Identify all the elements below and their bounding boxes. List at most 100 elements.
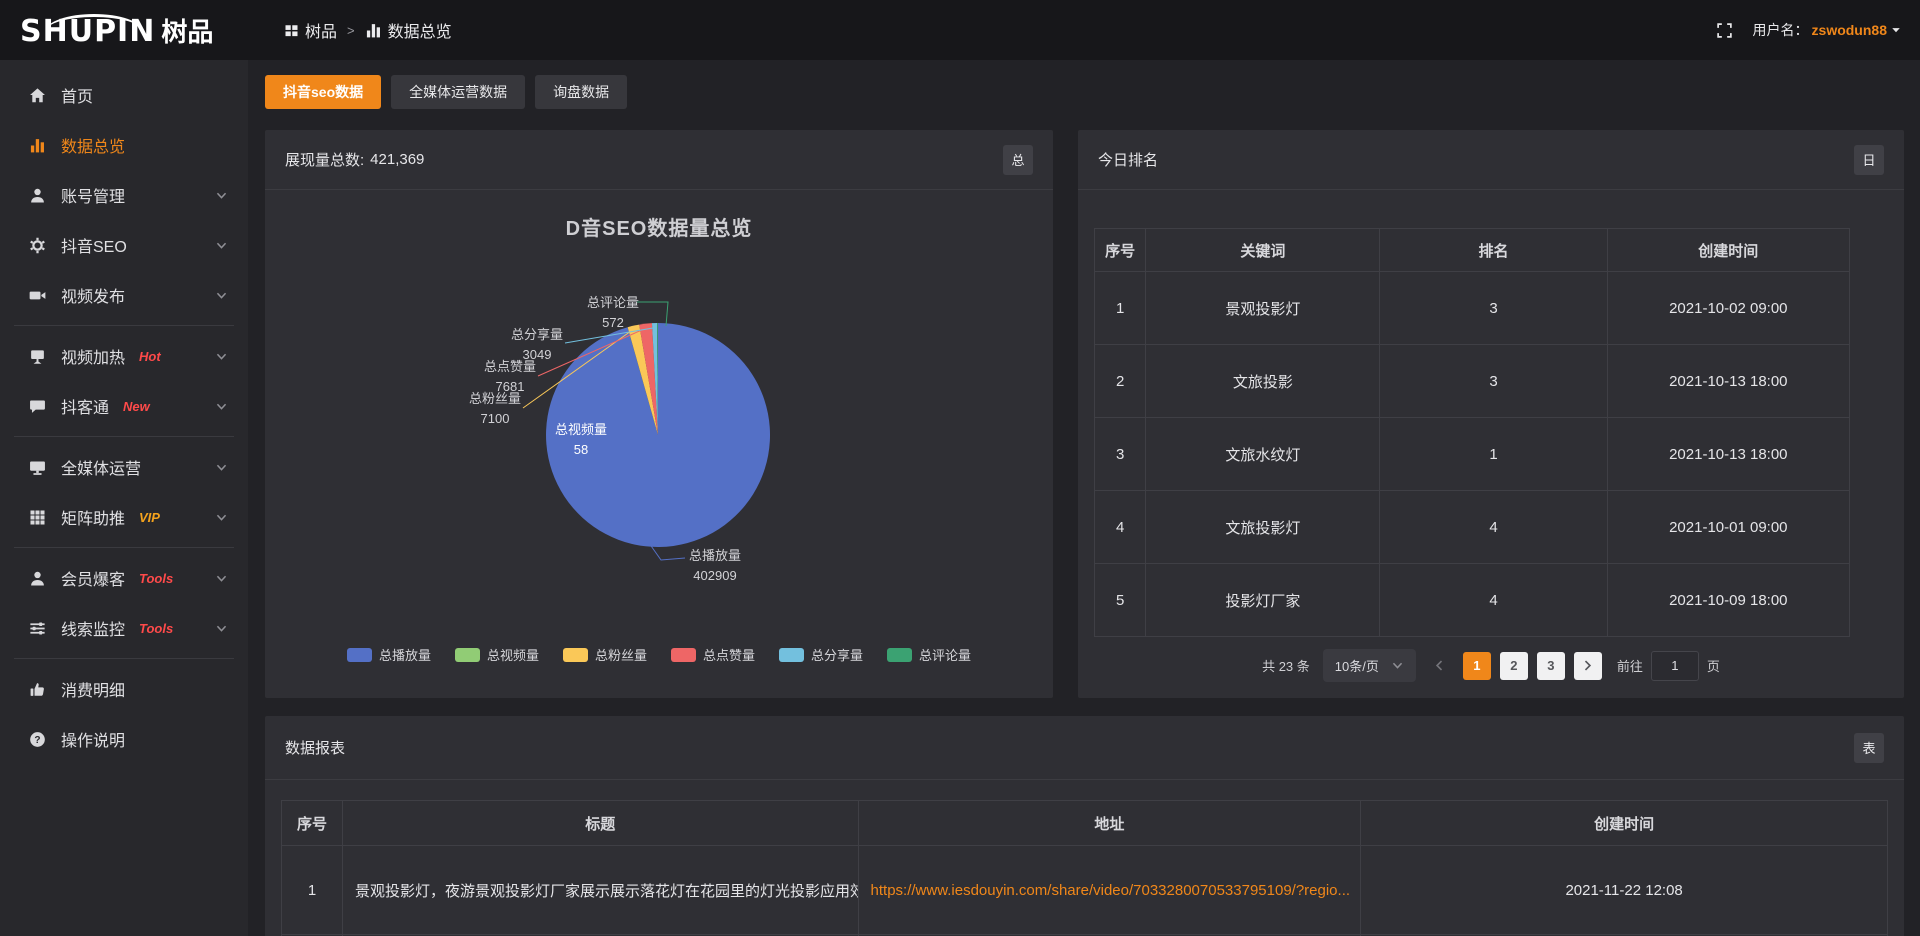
goto-page-input[interactable] <box>1650 650 1699 681</box>
breadcrumb-item-home[interactable]: 树品 <box>284 18 337 42</box>
pie-label-line <box>637 301 669 327</box>
legend-label: 总评论量 <box>919 648 972 663</box>
sidebar-item-badge: New <box>123 398 150 414</box>
sidebar-item-label: 消费明细 <box>61 683 126 700</box>
tab-media-operation-data[interactable]: 全媒体运营数据 <box>391 75 526 109</box>
ranking-table: 序号 关键词 排名 创建时间 1 景观投影灯 3 2021-10-02 09:00 2 文旅投影 3… <box>1093 228 1851 637</box>
legend-item-总视频量[interactable]: 总视频量 <box>454 645 539 664</box>
page-button-2[interactable]: 2 <box>1499 651 1528 680</box>
sidebar-item-clue-monitor[interactable]: 线索监控 Tools <box>0 603 248 653</box>
day-badge-button[interactable]: 日 <box>1854 144 1884 175</box>
question-icon: ? <box>28 730 46 748</box>
pie-label-value: 7100 <box>481 411 510 426</box>
pagination: 共 23 条 10条/页 123 前往 页 <box>1078 649 1904 682</box>
breadcrumb-label: 树品 <box>305 24 338 41</box>
legend-item-总点赞量[interactable]: 总点赞量 <box>671 645 755 664</box>
sidebar-item-douyin-seo[interactable]: 抖音SEO <box>0 220 248 270</box>
legend-item-总分享量[interactable]: 总分享量 <box>779 645 863 664</box>
pie-slice-总点赞量[interactable] <box>639 323 658 435</box>
column-header: 关键词 <box>1145 228 1381 272</box>
svg-text:?: ? <box>34 734 40 745</box>
chevron-down-icon <box>1391 659 1404 672</box>
goto-suffix: 页 <box>1706 659 1720 674</box>
chevron-down-icon <box>215 239 228 252</box>
pie-slice-总播放量[interactable] <box>546 323 771 547</box>
goto-page: 前往 页 <box>1617 650 1720 681</box>
sidebar-item-label: 矩阵助推 <box>61 511 126 528</box>
bar-chart-icon <box>28 136 46 154</box>
sidebar-item-video-publish[interactable]: 视频发布 <box>0 270 248 320</box>
cell: 2021-10-01 09:00 <box>1606 490 1851 564</box>
sidebar-item-media-operation[interactable]: 全媒体运营 <box>0 442 248 492</box>
bar-chart-icon <box>365 22 382 39</box>
sidebar-item-label: 数据总览 <box>61 139 126 156</box>
pie-label-value: 58 <box>574 442 588 457</box>
sidebar-item-matrix-boost[interactable]: 矩阵助推 VIP <box>0 492 248 542</box>
total-badge-button[interactable]: 总 <box>1003 144 1033 175</box>
legend-item-总播放量[interactable]: 总播放量 <box>346 645 431 664</box>
sidebar-divider <box>14 436 234 437</box>
sidebar-item-operation-guide[interactable]: ? 操作说明 <box>0 714 248 764</box>
monitor-icon <box>28 458 46 476</box>
gear-icon <box>28 236 46 254</box>
legend-item-总粉丝量[interactable]: 总粉丝量 <box>562 645 647 664</box>
pie-chart-title: D音SEO数据量总览 <box>565 218 753 240</box>
sidebar-item-home[interactable]: 首页 <box>0 70 248 120</box>
cell <box>280 934 344 936</box>
video-icon <box>28 286 46 304</box>
chevron-down-icon <box>215 461 228 474</box>
sidebar-item-label: 操作说明 <box>61 733 126 750</box>
impressions-total-label: 展现量总数: <box>285 152 365 169</box>
pie-slice-总分享量[interactable] <box>651 323 658 435</box>
pie-slice-总粉丝量[interactable] <box>627 324 658 435</box>
fullscreen-icon[interactable] <box>1716 22 1733 39</box>
sidebar-item-expense-detail[interactable]: 消费明细 <box>0 664 248 714</box>
table-row: 2 文旅投影 3 2021-10-13 18:00 <box>1093 344 1851 418</box>
column-header: 排名 <box>1379 228 1608 272</box>
cell: 2021-10-13 18:00 <box>1606 344 1851 418</box>
top-header: SHUPIN 树品 树品 > 数据总览 用户名： zswodun88 <box>0 0 1920 60</box>
overview-panel-header: 展现量总数: 421,369 总 <box>265 130 1053 190</box>
table-row: 3 文旅水纹灯 1 2021-10-13 18:00 <box>1093 417 1851 491</box>
pie-slice-总视频量[interactable] <box>627 327 658 435</box>
page-button-1[interactable]: 1 <box>1462 651 1491 680</box>
tab-douyin-seo-data[interactable]: 抖音seo数据 <box>265 75 382 109</box>
cell: 1 <box>280 845 344 935</box>
legend-label: 总视频量 <box>486 648 539 663</box>
sidebar-item-member-burst[interactable]: 会员爆客 Tools <box>0 553 248 603</box>
board-icon <box>28 347 46 365</box>
page-size-select[interactable]: 10条/页 <box>1322 649 1416 682</box>
user-menu[interactable]: 用户名： zswodun88 <box>1753 20 1902 40</box>
table-badge-button[interactable]: 表 <box>1854 732 1884 763</box>
sidebar-item-account-manage[interactable]: 账号管理 <box>0 170 248 220</box>
pie-label-name: 总播放量 <box>689 548 741 563</box>
table-row: 5 投影灯厂家 4 2021-10-09 18:00 <box>1093 563 1851 637</box>
column-header: 序号 <box>1093 228 1147 272</box>
legend-label: 总粉丝量 <box>594 648 647 663</box>
next-page-button[interactable] <box>1573 651 1602 680</box>
prev-page-button[interactable] <box>1425 659 1454 672</box>
page-button-3[interactable]: 3 <box>1536 651 1565 680</box>
pagination-total: 共 23 条 <box>1262 659 1310 674</box>
breadcrumb-label: 数据总览 <box>387 24 452 41</box>
breadcrumb-separator: > <box>347 22 355 38</box>
expense-icon <box>28 680 46 698</box>
cell: 文旅投影 <box>1145 344 1381 418</box>
sidebar-item-doketong[interactable]: 抖客通 New <box>0 381 248 431</box>
chevron-down-icon <box>215 622 228 635</box>
sidebar-item-data-overview[interactable]: 数据总览 <box>0 120 248 170</box>
member-icon <box>28 569 46 587</box>
pie-slice-总评论量[interactable] <box>657 322 658 435</box>
sidebar-item-video-heat[interactable]: 视频加热 Hot <box>0 331 248 381</box>
legend-color-chip <box>887 647 913 662</box>
report-url-link[interactable]: https://www.iesdouyin.com/share/video/70… <box>870 881 1351 899</box>
cell: 2021-10-13 18:00 <box>1606 417 1851 491</box>
pie-label-line <box>537 328 645 377</box>
legend-item-总评论量[interactable]: 总评论量 <box>887 645 971 664</box>
cell: 4 <box>1379 490 1608 564</box>
app-logo[interactable]: SHUPIN 树品 <box>0 12 248 49</box>
report-title-cell: 景观投影灯，夜游景观投影灯厂家展示展示落花灯在花园里的灯光投影应用效果 # <box>342 845 859 935</box>
tab-inquiry-data[interactable]: 询盘数据 <box>535 75 628 109</box>
breadcrumb-item-data-overview[interactable]: 数据总览 <box>365 18 452 42</box>
legend-color-chip <box>671 647 696 662</box>
